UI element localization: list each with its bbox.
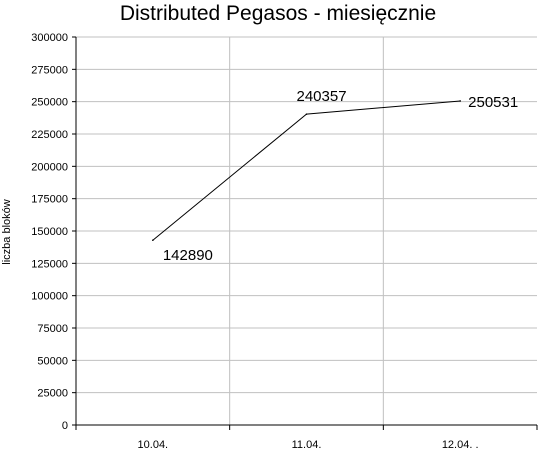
x-tick-label: 11.04. <box>292 439 322 451</box>
y-tick-label: 0 <box>62 420 68 432</box>
y-axis-label: liczba bloków <box>1 199 13 264</box>
y-tick-label: 50000 <box>37 355 68 367</box>
y-tick-label: 25000 <box>37 388 68 400</box>
x-tick-label: 10.04. <box>138 439 169 451</box>
x-tick-label: 12.04. . <box>442 439 479 451</box>
data-point <box>459 100 461 102</box>
data-label: 142890 <box>163 247 213 264</box>
x-ticks: 10.04. 11.04. 12.04. . <box>75 425 538 451</box>
y-tick-label: 300000 <box>31 32 68 44</box>
y-tick-label: 175000 <box>31 194 68 206</box>
series <box>152 100 461 241</box>
y-tick-label: 250000 <box>31 97 68 109</box>
y-tick-label: 100000 <box>31 291 68 303</box>
y-tick-label: 125000 <box>31 258 68 270</box>
y-tick-label: 75000 <box>37 323 68 335</box>
data-label: 240357 <box>297 88 347 105</box>
y-tick-label: 150000 <box>31 226 68 238</box>
y-tick-label: 225000 <box>31 129 68 141</box>
grid <box>76 36 537 425</box>
data-labels: 142890 240357 250531 <box>163 88 518 264</box>
chart-title: Distributed Pegasos - miesięcznie <box>120 2 436 25</box>
y-ticks: 0 25000 50000 75000 100000 125000 150000 175000… <box>31 32 76 432</box>
data-label: 250531 <box>468 94 518 111</box>
y-tick-label: 275000 <box>31 64 68 76</box>
y-tick-label: 200000 <box>31 161 68 173</box>
data-point <box>152 239 154 241</box>
series-line <box>152 100 461 241</box>
data-point <box>305 113 308 115</box>
